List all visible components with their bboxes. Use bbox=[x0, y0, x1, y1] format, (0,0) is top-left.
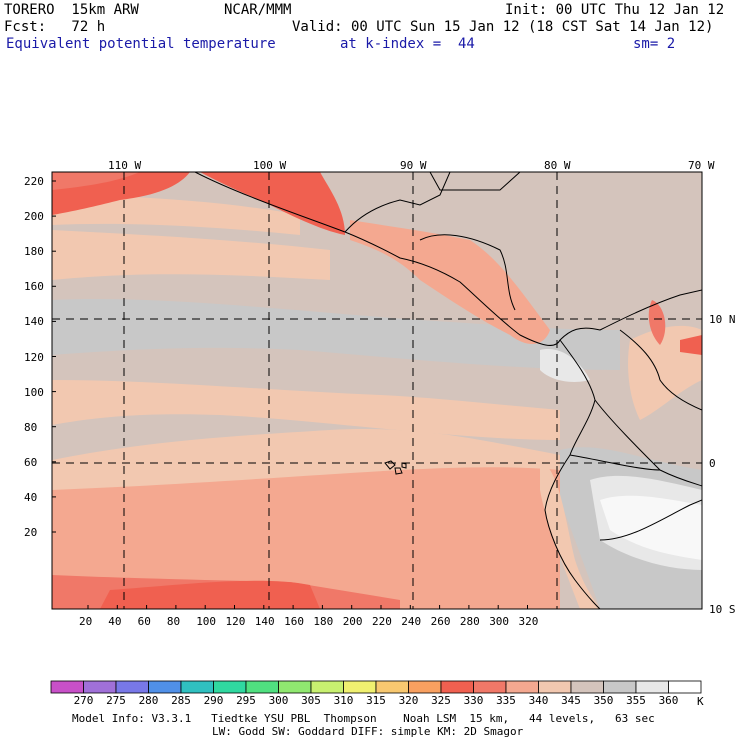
colorbar-swatch bbox=[245, 680, 279, 694]
lon-label-100w: 100 W bbox=[253, 159, 287, 172]
x-tick-label: 80 bbox=[166, 615, 181, 628]
x-tick-label: 300 bbox=[489, 615, 510, 628]
colorbar-swatch bbox=[375, 680, 409, 694]
valid-time: Valid: 00 UTC Sun 15 Jan 12 (18 CST Sat … bbox=[292, 19, 714, 35]
y-tick-label: 40 bbox=[24, 490, 38, 504]
center-name: NCAR/MMM bbox=[224, 2, 292, 18]
colorbar-label: 360 bbox=[658, 694, 679, 707]
y-tick-label: 120 bbox=[24, 350, 44, 364]
lon-label-90w: 90 W bbox=[400, 159, 427, 172]
model-info-line2: LW: Godd SW: Goddard DIFF: simple KM: 2D… bbox=[212, 725, 524, 738]
colorbar-swatch bbox=[343, 680, 377, 694]
x-tick-label: 180 bbox=[313, 615, 334, 628]
colorbar-swatch bbox=[50, 680, 84, 694]
smoothing-label: sm= 2 bbox=[633, 36, 676, 52]
x-tick-label: 100 bbox=[196, 615, 217, 628]
temperature-field bbox=[52, 172, 702, 609]
colorbar-swatch bbox=[408, 680, 442, 694]
colorbar-label: 310 bbox=[333, 694, 354, 707]
colorbar-label: 295 bbox=[236, 694, 256, 707]
x-tick-label: 160 bbox=[284, 615, 304, 628]
colorbar-swatch bbox=[148, 680, 182, 694]
latlon-grid bbox=[52, 172, 702, 609]
lon-label-80w: 80 W bbox=[544, 159, 571, 172]
colorbar-unit: K bbox=[697, 695, 704, 708]
colorbar-swatch bbox=[213, 680, 247, 694]
x-tick-label: 280 bbox=[459, 615, 480, 628]
colorbar-label: 285 bbox=[171, 694, 191, 707]
model-info-line1: Model Info: V3.3.1 Tiedtke YSU PBL Thomp… bbox=[72, 712, 655, 725]
y-tick-label: 20 bbox=[24, 526, 38, 539]
forecast-hour: Fcst: 72 h bbox=[4, 19, 106, 35]
colorbar-label: 305 bbox=[301, 694, 321, 707]
colorbar-label: 330 bbox=[463, 694, 484, 707]
colorbar-swatch bbox=[180, 680, 214, 694]
colorbar-label: 315 bbox=[366, 694, 386, 707]
model-name: TORERO 15km ARW bbox=[4, 2, 139, 18]
colorbar-swatch bbox=[115, 680, 149, 694]
x-tick-label: 220 bbox=[372, 615, 392, 628]
x-tick-label: 320 bbox=[518, 615, 539, 628]
colorbar-swatch bbox=[440, 680, 474, 694]
colorbar-label: 355 bbox=[626, 694, 646, 707]
x-tick-label: 120 bbox=[225, 615, 246, 628]
colorbar-swatch bbox=[668, 680, 702, 694]
colorbar-label: 275 bbox=[106, 694, 126, 707]
colorbar bbox=[50, 680, 702, 694]
coastlines bbox=[194, 172, 702, 609]
colorbar-swatch bbox=[505, 680, 539, 694]
y-tick-label: 220 bbox=[24, 175, 44, 188]
colorbar-label: 335 bbox=[496, 694, 516, 707]
colorbar-label: 350 bbox=[593, 694, 614, 707]
x-tick-label: 140 bbox=[254, 615, 275, 628]
colorbar-label: 270 bbox=[73, 694, 94, 707]
axis-tick-marks bbox=[52, 180, 528, 609]
lon-label-110w: 110 W bbox=[108, 159, 142, 172]
colorbar-swatch bbox=[473, 680, 507, 694]
colorbar-swatch bbox=[635, 680, 669, 694]
colorbar-swatch bbox=[603, 680, 637, 694]
colorbar-swatch bbox=[570, 680, 604, 694]
y-tick-label: 60 bbox=[24, 455, 38, 469]
colorbar-label: 280 bbox=[138, 694, 159, 707]
y-tick-label: 180 bbox=[24, 245, 44, 259]
y-tick-label: 160 bbox=[24, 280, 44, 294]
lat-label-10n: 10 N bbox=[709, 313, 736, 326]
colorbar-swatch bbox=[310, 680, 344, 694]
x-tick-label: 20 bbox=[79, 615, 93, 628]
x-tick-label: 60 bbox=[137, 615, 151, 628]
lat-label-10s: 10 S bbox=[709, 603, 736, 616]
colorbar-label: 340 bbox=[528, 694, 549, 707]
level-label: at k-index = 44 bbox=[340, 36, 475, 52]
lat-label-0: 0 bbox=[709, 457, 716, 470]
x-tick-label: 200 bbox=[342, 615, 363, 628]
y-tick-label: 200 bbox=[24, 210, 44, 224]
colorbar-label: 320 bbox=[398, 694, 419, 707]
colorbar-swatch bbox=[278, 680, 312, 694]
colorbar-label: 325 bbox=[431, 694, 451, 707]
field-title: Equivalent potential temperature bbox=[6, 36, 276, 52]
init-time: Init: 00 UTC Thu 12 Jan 12 bbox=[505, 2, 725, 18]
colorbar-swatch bbox=[83, 680, 117, 694]
colorbar-swatch bbox=[538, 680, 572, 694]
colorbar-label: 300 bbox=[268, 694, 289, 707]
y-tick-label: 80 bbox=[24, 420, 38, 434]
y-tick-label: 100 bbox=[24, 385, 44, 399]
x-tick-label: 260 bbox=[430, 615, 451, 628]
colorbar-label: 345 bbox=[561, 694, 581, 707]
x-tick-label: 240 bbox=[401, 615, 422, 628]
x-tick-label: 40 bbox=[108, 615, 122, 628]
y-tick-label: 140 bbox=[24, 315, 44, 329]
colorbar-label: 290 bbox=[203, 694, 224, 707]
lon-label-70w: 70 W bbox=[688, 159, 715, 172]
map-frame bbox=[51, 171, 703, 610]
